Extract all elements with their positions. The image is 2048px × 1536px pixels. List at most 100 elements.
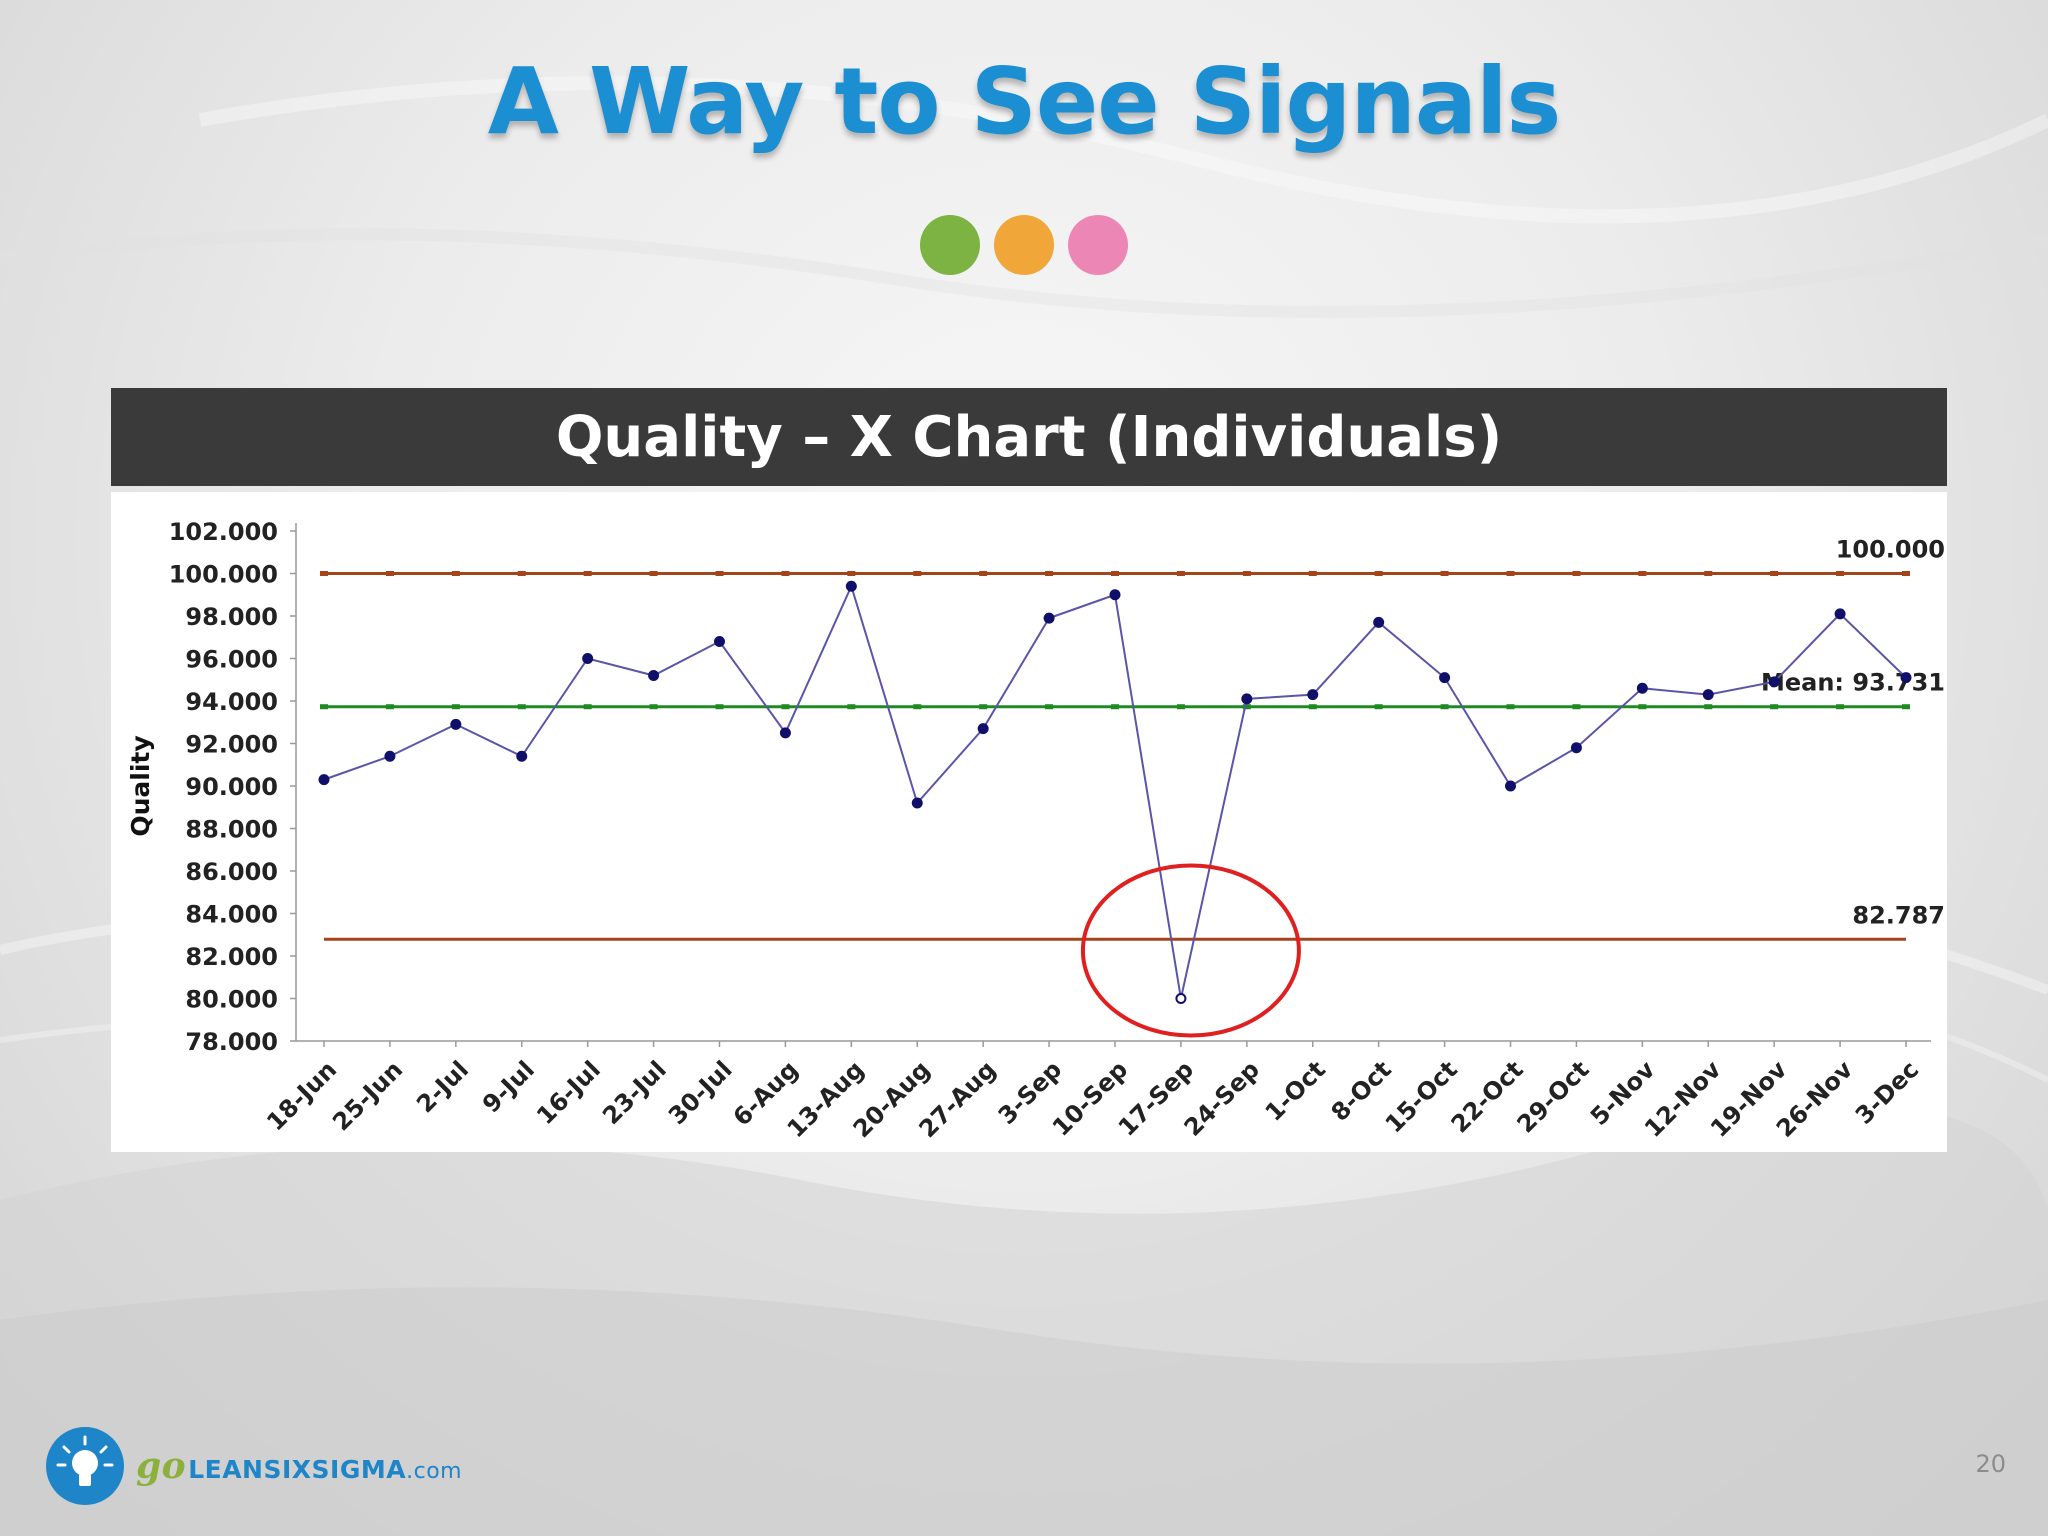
x-tick-label: 23-Jul bbox=[597, 1055, 672, 1130]
data-point bbox=[648, 670, 660, 681]
reference-marker bbox=[715, 571, 724, 576]
data-point bbox=[1043, 612, 1055, 624]
reference-marker bbox=[1902, 704, 1910, 710]
reference-marker bbox=[1111, 704, 1119, 710]
reference-marker bbox=[517, 704, 526, 710]
reference-marker bbox=[1638, 571, 1647, 576]
reference-marker bbox=[1308, 571, 1317, 576]
reference-marker bbox=[1440, 704, 1449, 710]
signal-highlight-circle bbox=[1080, 863, 1301, 1038]
data-point bbox=[1307, 689, 1319, 701]
reference-marker bbox=[1836, 571, 1845, 576]
x-tick-label: 22-Oct bbox=[1446, 1055, 1529, 1138]
reference-marker bbox=[1374, 704, 1383, 710]
reference-marker bbox=[1374, 571, 1383, 576]
reference-marker bbox=[1770, 571, 1779, 576]
data-point bbox=[1636, 682, 1648, 694]
logo-name: LEANSIXSIGMA bbox=[188, 1455, 407, 1484]
slide-title: A Way to See Signals bbox=[487, 48, 1562, 155]
y-tick-label: 98.000 bbox=[185, 603, 278, 631]
reference-marker bbox=[1308, 704, 1317, 710]
y-tick-label: 100.000 bbox=[169, 561, 278, 589]
chart-header: Quality – X Chart (Individuals) bbox=[111, 388, 1947, 486]
x-tick-label: 30-Jul bbox=[663, 1055, 738, 1130]
chart-panel: 78.000 80.000 82.000 84.000 86.000 88.000 90.0… bbox=[111, 492, 1947, 1152]
data-point bbox=[516, 750, 528, 762]
reference-marker bbox=[1770, 704, 1779, 710]
reference-marker bbox=[1045, 571, 1054, 576]
data-point bbox=[977, 723, 989, 735]
data-point bbox=[714, 636, 725, 647]
reference-marker bbox=[451, 704, 460, 710]
y-tick-label: 78.000 bbox=[185, 1028, 278, 1056]
reference-marker bbox=[1902, 571, 1910, 576]
x-tick-label: 3-Dec bbox=[1850, 1055, 1924, 1129]
data-point bbox=[1439, 672, 1451, 684]
reference-marker bbox=[1638, 704, 1647, 710]
x-tick-label: 2-Jul bbox=[411, 1055, 474, 1118]
x-tick-label: 18-Jun bbox=[261, 1055, 342, 1136]
control-chart: 78.000 80.000 82.000 84.000 86.000 88.000 90.0… bbox=[126, 518, 1945, 1143]
data-point bbox=[384, 750, 396, 762]
reference-marker bbox=[649, 704, 658, 710]
reference-marker bbox=[320, 571, 328, 576]
y-tick-label: 86.000 bbox=[185, 858, 278, 886]
reference-marker bbox=[1242, 571, 1251, 576]
accent-dots bbox=[0, 215, 2048, 275]
data-point bbox=[1768, 676, 1780, 688]
data-point bbox=[911, 797, 923, 809]
x-tick-label: 29-Oct bbox=[1512, 1055, 1595, 1138]
reference-marker bbox=[1176, 704, 1185, 710]
data-point bbox=[1900, 672, 1912, 684]
data-point bbox=[1109, 589, 1121, 601]
reference-marker bbox=[979, 571, 988, 576]
reference-marker bbox=[1506, 704, 1515, 710]
x-tick-label: 16-Jul bbox=[531, 1055, 606, 1130]
reference-marker bbox=[385, 704, 394, 710]
reference-marker bbox=[1572, 704, 1581, 710]
reference-marker bbox=[847, 704, 856, 710]
page-number: 20 bbox=[1975, 1450, 2006, 1478]
data-point bbox=[1834, 608, 1846, 620]
reference-marker bbox=[1836, 704, 1845, 710]
x-tick-label: 15-Oct bbox=[1380, 1055, 1463, 1138]
reference-marker bbox=[583, 704, 592, 710]
reference-marker bbox=[1176, 571, 1185, 576]
reference-marker bbox=[320, 704, 328, 710]
data-point bbox=[318, 774, 330, 786]
reference-marker bbox=[451, 571, 460, 576]
x-tick-label: 25-Jun bbox=[327, 1055, 408, 1136]
reference-label: 100.000 bbox=[1836, 536, 1945, 564]
reference-marker bbox=[1572, 571, 1581, 576]
y-tick-label: 90.000 bbox=[185, 773, 278, 801]
reference-label: Mean: 93.731 bbox=[1761, 669, 1945, 697]
accent-dot-green bbox=[920, 215, 980, 275]
data-point bbox=[1702, 689, 1714, 701]
y-tick-label: 94.000 bbox=[185, 688, 278, 716]
reference-marker bbox=[583, 571, 592, 576]
y-tick-label: 88.000 bbox=[185, 816, 278, 844]
logo-wordmark: goLEANSIXSIGMA.com bbox=[136, 1445, 462, 1487]
y-tick-label: 80.000 bbox=[185, 986, 278, 1014]
reference-marker bbox=[649, 571, 658, 576]
company-logo: goLEANSIXSIGMA.com bbox=[46, 1427, 462, 1505]
reference-label: 82.787 bbox=[1852, 901, 1945, 929]
reference-marker bbox=[1045, 704, 1054, 710]
accent-dot-orange bbox=[994, 215, 1054, 275]
accent-dot-pink bbox=[1068, 215, 1128, 275]
reference-marker bbox=[1440, 571, 1449, 576]
data-point bbox=[1373, 616, 1385, 628]
reference-marker bbox=[1111, 571, 1119, 576]
reference-marker bbox=[1242, 704, 1251, 710]
reference-marker bbox=[517, 571, 526, 576]
y-tick-label: 96.000 bbox=[185, 646, 278, 674]
data-point bbox=[845, 580, 857, 592]
reference-marker bbox=[913, 571, 922, 576]
reference-marker bbox=[385, 571, 394, 576]
reference-marker bbox=[715, 704, 724, 710]
y-tick-label: 102.000 bbox=[169, 518, 278, 546]
data-point bbox=[450, 718, 462, 730]
reference-marker bbox=[847, 571, 856, 576]
data-point bbox=[1570, 742, 1582, 754]
logo-suffix: .com bbox=[406, 1459, 463, 1484]
